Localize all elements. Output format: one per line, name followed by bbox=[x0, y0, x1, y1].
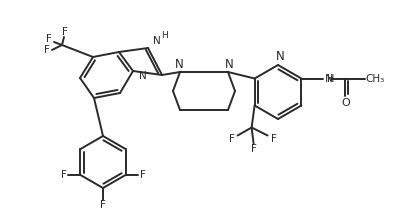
Text: N: N bbox=[139, 71, 147, 81]
Text: F: F bbox=[271, 134, 277, 144]
Text: F: F bbox=[44, 45, 50, 55]
Text: N: N bbox=[276, 51, 284, 64]
Text: F: F bbox=[62, 27, 68, 37]
Text: CH₃: CH₃ bbox=[366, 74, 385, 84]
Text: N: N bbox=[324, 74, 333, 84]
Text: O: O bbox=[341, 98, 350, 107]
Text: N: N bbox=[225, 57, 233, 70]
Text: H: H bbox=[161, 32, 168, 41]
Text: F: F bbox=[251, 144, 257, 154]
Text: F: F bbox=[46, 34, 52, 44]
Text: F: F bbox=[229, 134, 235, 144]
Text: F: F bbox=[61, 170, 66, 180]
Text: F: F bbox=[140, 170, 146, 180]
Text: F: F bbox=[100, 200, 106, 209]
Text: H: H bbox=[327, 74, 334, 84]
Text: N: N bbox=[153, 36, 161, 46]
Text: N: N bbox=[175, 57, 184, 70]
